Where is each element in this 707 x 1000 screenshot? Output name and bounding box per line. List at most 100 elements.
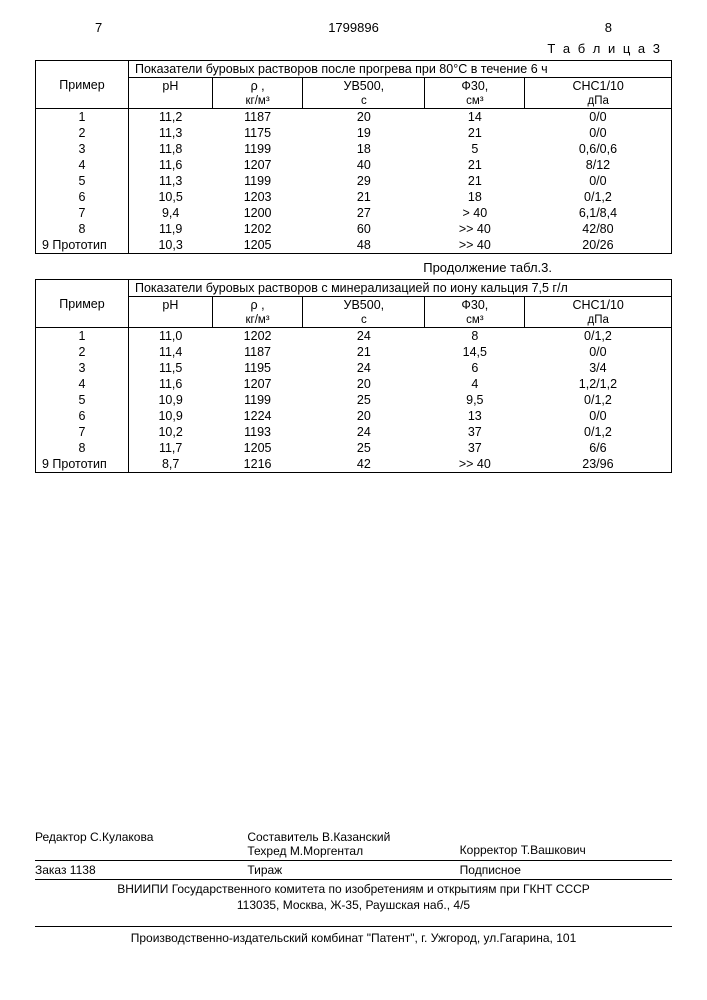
table-2: ПримерПоказатели буровых растворов с мин… — [35, 279, 672, 473]
table-1: ПримерПоказатели буровых растворов после… — [35, 60, 672, 254]
data-cell: 18 — [303, 141, 425, 157]
primer-cell: 6 — [36, 408, 129, 424]
data-cell: 0/1,2 — [525, 328, 672, 345]
data-cell: 0/0 — [525, 109, 672, 126]
table-row: 311,511952463/4 — [36, 360, 672, 376]
table-row: 9 Прототип8,7121642>> 4023/96 — [36, 456, 672, 473]
col-unit: с — [303, 313, 425, 328]
data-cell: 6/6 — [525, 440, 672, 456]
data-cell: 11,7 — [129, 440, 213, 456]
table-row: 811,9120260>> 4042/80 — [36, 221, 672, 237]
col-header: ρ , — [212, 297, 303, 314]
data-cell: 19 — [303, 125, 425, 141]
data-cell: 20 — [303, 376, 425, 392]
table-row: 610,9122420130/0 — [36, 408, 672, 424]
table-row: 79,4120027> 406,1/8,4 — [36, 205, 672, 221]
table-row: 411,612072041,2/1,2 — [36, 376, 672, 392]
data-cell: 27 — [303, 205, 425, 221]
primer-cell: 6 — [36, 189, 129, 205]
org: ВНИИПИ Государственного комитета по изоб… — [35, 882, 672, 896]
data-cell: 6 — [425, 360, 525, 376]
data-cell: 0/1,2 — [525, 189, 672, 205]
table-row: 311,811991850,6/0,6 — [36, 141, 672, 157]
col-header: Ф30, — [425, 297, 525, 314]
data-cell: 0/1,2 — [525, 392, 672, 408]
page-num-left: 7 — [95, 20, 102, 35]
data-cell: 1200 — [212, 205, 303, 221]
group-header: Показатели буровых растворов после прогр… — [129, 61, 672, 78]
data-cell: 10,2 — [129, 424, 213, 440]
col-unit: дПа — [525, 313, 672, 328]
data-cell: 25 — [303, 440, 425, 456]
data-cell: 8,7 — [129, 456, 213, 473]
table-row: 710,2119324370/1,2 — [36, 424, 672, 440]
page-num-right: 8 — [605, 20, 612, 35]
col-unit: см³ — [425, 94, 525, 109]
data-cell: 60 — [303, 221, 425, 237]
patent-number: 1799896 — [328, 20, 379, 35]
primer-cell: 3 — [36, 141, 129, 157]
data-cell: 11,9 — [129, 221, 213, 237]
tehred: Техред М.Моргентал — [247, 844, 459, 858]
data-cell: 6,1/8,4 — [525, 205, 672, 221]
data-cell: 11,3 — [129, 125, 213, 141]
data-cell: 10,5 — [129, 189, 213, 205]
data-cell: 3/4 — [525, 360, 672, 376]
data-cell: 5 — [425, 141, 525, 157]
col-unit — [129, 94, 213, 109]
data-cell: 21 — [303, 344, 425, 360]
data-cell: >> 40 — [425, 237, 525, 254]
data-cell: 1207 — [212, 157, 303, 173]
primer-cell: 1 — [36, 109, 129, 126]
col-unit: кг/м³ — [212, 313, 303, 328]
table-row: 111,012022480/1,2 — [36, 328, 672, 345]
primer-cell: 9 Прототип — [36, 237, 129, 254]
col-unit: дПа — [525, 94, 672, 109]
data-cell: 10,3 — [129, 237, 213, 254]
data-cell: 13 — [425, 408, 525, 424]
primer-cell: 9 Прототип — [36, 456, 129, 473]
data-cell: 1195 — [212, 360, 303, 376]
col-header: УВ500, — [303, 297, 425, 314]
primer-cell: 7 — [36, 424, 129, 440]
col-header: pH — [129, 297, 213, 314]
col-unit: кг/м³ — [212, 94, 303, 109]
data-cell: 0/0 — [525, 125, 672, 141]
data-cell: 0/0 — [525, 408, 672, 424]
data-cell: 1224 — [212, 408, 303, 424]
col-unit — [129, 313, 213, 328]
footer: Редактор С.Кулакова Составитель В.Казанс… — [35, 830, 672, 945]
data-cell: 18 — [425, 189, 525, 205]
table-row: 111,2118720140/0 — [36, 109, 672, 126]
order: Заказ 1138 — [35, 863, 247, 877]
data-cell: 10,9 — [129, 392, 213, 408]
data-cell: 1187 — [212, 344, 303, 360]
primer-cell: 8 — [36, 221, 129, 237]
data-cell: 1216 — [212, 456, 303, 473]
primer-cell: 4 — [36, 376, 129, 392]
data-cell: >> 40 — [425, 221, 525, 237]
primer-header: Пример — [36, 61, 129, 109]
col-header: ρ , — [212, 78, 303, 95]
data-cell: 4 — [425, 376, 525, 392]
data-cell: 37 — [425, 440, 525, 456]
col-header: УВ500, — [303, 78, 425, 95]
data-cell: 9,5 — [425, 392, 525, 408]
address: 113035, Москва, Ж-35, Раушская наб., 4/5 — [35, 898, 672, 912]
tirazh: Тираж — [247, 863, 459, 877]
primer-cell: 1 — [36, 328, 129, 345]
data-cell: 11,5 — [129, 360, 213, 376]
table-row: 211,411872114,50/0 — [36, 344, 672, 360]
data-cell: 20 — [303, 109, 425, 126]
data-cell: 21 — [425, 157, 525, 173]
data-cell: 21 — [425, 125, 525, 141]
group-header: Показатели буровых растворов с минерализ… — [129, 280, 672, 297]
data-cell: 24 — [303, 328, 425, 345]
data-cell: 1202 — [212, 221, 303, 237]
data-cell: 1203 — [212, 189, 303, 205]
col-header: pH — [129, 78, 213, 95]
data-cell: 9,4 — [129, 205, 213, 221]
primer-cell: 2 — [36, 344, 129, 360]
continuation-label: Продолжение табл.3. — [35, 260, 672, 275]
table-row: 211,3117519210/0 — [36, 125, 672, 141]
